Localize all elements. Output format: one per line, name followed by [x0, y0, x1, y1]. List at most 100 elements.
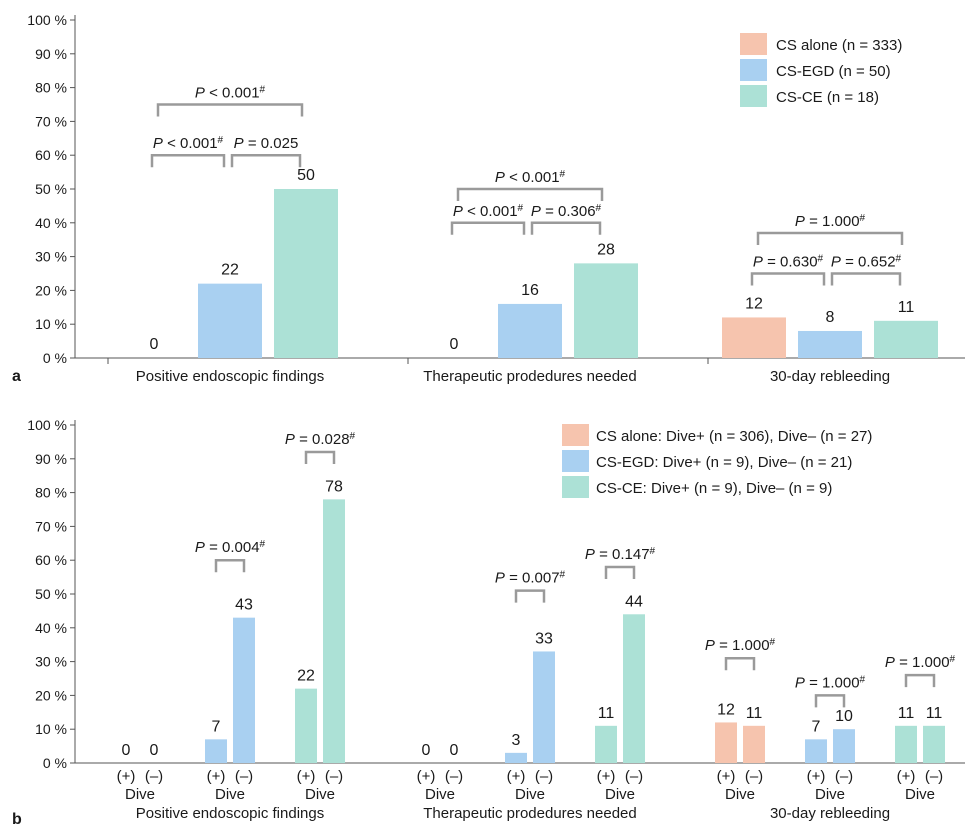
data-label: 8 [826, 309, 835, 326]
y-tick-label: 70 % [35, 113, 67, 129]
bar [198, 283, 262, 358]
data-label: 11 [926, 705, 943, 722]
data-label: 28 [597, 241, 615, 258]
legend-swatch [562, 424, 589, 446]
dive-axis-label: Dive [425, 786, 455, 803]
bar [895, 725, 917, 763]
y-tick-label: 90 % [35, 46, 67, 62]
p-value-label: P = 0.025 [234, 135, 299, 152]
category-label: 30-day rebleeding [770, 805, 890, 822]
y-tick-label: 50 % [35, 181, 67, 197]
y-tick-label: 30 % [35, 249, 67, 265]
legend-swatch [562, 450, 589, 472]
data-label: 78 [325, 478, 343, 495]
bar [743, 725, 765, 763]
bar [295, 688, 317, 763]
data-label: 12 [745, 295, 763, 312]
data-label: 7 [212, 718, 221, 735]
data-label: 11 [898, 705, 915, 722]
legend-label: CS alone (n = 333) [776, 37, 902, 54]
dive-axis-label: Dive [215, 786, 245, 803]
legend-label: CS alone: Dive+ (n = 306), Dive– (n = 27… [596, 428, 872, 445]
subgroup-label: (–) [325, 768, 343, 785]
subgroup-label: (+) [897, 768, 916, 785]
significance-bracket [756, 231, 904, 245]
data-label: 22 [221, 262, 239, 279]
panel-a: 0 % 10 % 20 % 30 % 40 % 50 % 60 % 70 % 80 % 90 % 1… [12, 12, 965, 385]
data-label: 0 [150, 336, 159, 353]
p-value-label: P = 1.000# [795, 213, 866, 230]
p-value-label: P = 0.147# [585, 546, 656, 563]
subgroup-label: (–) [745, 768, 763, 785]
significance-bracket [456, 187, 604, 201]
p-value-label: P = 0.007# [495, 570, 566, 587]
y-tick-label: 50 % [35, 586, 67, 602]
bar [233, 617, 255, 763]
data-label: 0 [450, 742, 459, 759]
data-label: 16 [521, 282, 539, 299]
legend-swatch [740, 33, 767, 55]
y-tick-label: 70 % [35, 518, 67, 534]
y-tick-label: 90 % [35, 451, 67, 467]
category-label: Positive endoscopic findings [136, 368, 324, 385]
significance-bracket [450, 221, 526, 235]
y-tick-label: 20 % [35, 282, 67, 298]
legend-label: CS-CE: Dive+ (n = 9), Dive– (n = 9) [596, 480, 832, 497]
y-tick-label: 100 % [27, 417, 67, 433]
p-value-label: P = 1.000# [885, 654, 956, 671]
data-label: 12 [717, 701, 735, 718]
dive-axis-label: Dive [305, 786, 335, 803]
data-label: 50 [297, 167, 315, 184]
significance-bracket [604, 565, 636, 579]
subgroup-label: (+) [597, 768, 616, 785]
bar [505, 752, 527, 763]
significance-bracket [304, 450, 336, 465]
y-tick-label: 80 % [35, 485, 67, 501]
y-tick-label: 40 % [35, 215, 67, 231]
y-tick-label: 10 % [35, 721, 67, 737]
y-tick-label: 0 % [43, 350, 67, 366]
significance-bracket [150, 153, 226, 168]
p-value-label: P = 0.028# [285, 431, 356, 448]
p-value-label: P = 0.004# [195, 539, 266, 556]
bar [805, 739, 827, 763]
bar [715, 722, 737, 763]
y-tick-label: 0 % [43, 755, 67, 771]
bar [595, 725, 617, 763]
bar [833, 729, 855, 763]
data-label: 33 [535, 630, 553, 647]
bar [274, 189, 338, 358]
p-value-label: P < 0.001# [195, 85, 266, 102]
p-value-label: P < 0.001# [453, 203, 524, 220]
bar [205, 739, 227, 763]
data-label: 22 [297, 668, 315, 685]
dive-axis-label: Dive [725, 786, 755, 803]
bar [323, 499, 345, 763]
y-tick-label: 10 % [35, 316, 67, 332]
y-tick-label: 30 % [35, 654, 67, 670]
significance-bracket [904, 673, 936, 688]
subgroup-label: (–) [235, 768, 253, 785]
significance-bracket [156, 103, 304, 117]
bar [498, 303, 562, 358]
subgroup-label: (+) [417, 768, 436, 785]
y-tick-label: 60 % [35, 147, 67, 163]
subgroup-label: (+) [507, 768, 526, 785]
legend-swatch [740, 59, 767, 81]
panel-b: 0 % 10 % 20 % 30 % 40 % 50 % 60 % 70 % 80 % 90 % 1… [12, 417, 965, 828]
data-label: 0 [422, 742, 431, 759]
legend-label: CS-EGD: Dive+ (n = 9), Dive– (n = 21) [596, 454, 852, 471]
panel-label: a [12, 368, 21, 385]
dive-axis-label: Dive [515, 786, 545, 803]
subgroup-label: (–) [625, 768, 643, 785]
bar [798, 330, 862, 358]
subgroup-label: (+) [807, 768, 826, 785]
category-label: Positive endoscopic findings [136, 805, 324, 822]
data-label: 43 [235, 597, 253, 614]
subgroup-label: (–) [535, 768, 553, 785]
bar [722, 317, 786, 358]
bar [923, 725, 945, 763]
data-label: 10 [835, 708, 853, 725]
subgroup-label: (–) [835, 768, 853, 785]
